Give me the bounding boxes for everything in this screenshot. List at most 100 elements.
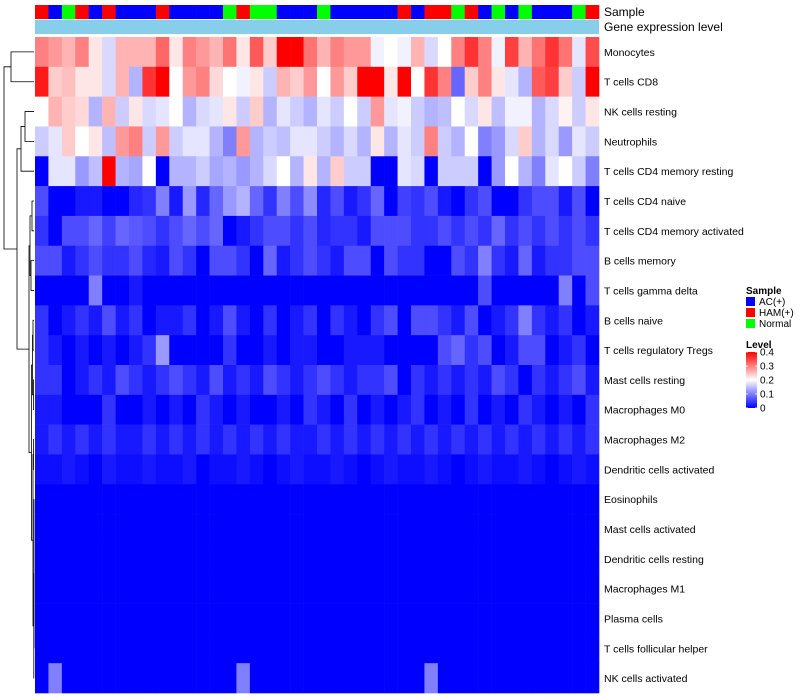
heatmap-cell [129, 394, 143, 425]
heatmap-cell [397, 484, 412, 515]
heatmap-cell [330, 126, 345, 157]
heatmap-cell [585, 335, 600, 366]
heatmap-cell [263, 394, 278, 425]
heatmap-cell [464, 245, 479, 276]
heatmap-cell [276, 603, 291, 634]
heatmap-cell [464, 454, 479, 485]
heatmap-cell [370, 394, 385, 425]
heatmap-cell [61, 663, 76, 694]
heatmap-cell [505, 454, 519, 485]
heatmap-cell [115, 543, 130, 575]
heatmap-cell [357, 484, 372, 515]
heatmap-cell [411, 245, 425, 276]
heatmap-cell [236, 573, 251, 604]
heatmap-cell [236, 454, 251, 485]
heatmap-cell [505, 633, 519, 664]
heatmap-cell [531, 603, 546, 634]
heatmap-cell [129, 335, 143, 366]
heatmap-cell [142, 365, 157, 396]
heatmap-cell [249, 573, 264, 604]
dendrogram-link [10, 51, 34, 83]
heatmap-cell [263, 275, 278, 306]
heatmap-cell [88, 215, 103, 247]
heatmap-cell [290, 275, 304, 306]
sample-legend-label: HAM(+) [759, 308, 794, 319]
heatmap-cell [545, 126, 560, 157]
heatmap-cell [370, 66, 385, 97]
heatmap-cell [518, 633, 533, 664]
row-label: NK cells activated [604, 673, 688, 685]
heatmap-cell [384, 335, 398, 366]
heatmap-cell [330, 245, 345, 276]
heatmap-cell [142, 66, 157, 97]
heatmap-cell [290, 663, 304, 694]
heatmap-cell [263, 37, 278, 68]
heatmap-cell [491, 365, 506, 396]
heatmap-cell [384, 365, 398, 396]
heatmap-cell [491, 573, 506, 604]
heatmap-cell [558, 126, 573, 157]
heatmap-cell [88, 484, 103, 515]
heatmap-cell [464, 573, 479, 604]
heatmap-cell [478, 603, 492, 634]
heatmap-cell [505, 663, 519, 694]
heatmap-cell [545, 215, 560, 247]
heatmap-cell [249, 633, 264, 664]
heatmap-cell [478, 514, 492, 545]
heatmap-cell [464, 126, 479, 157]
heatmap-cell [223, 335, 237, 366]
heatmap-cell [48, 37, 63, 68]
heatmap-cell [558, 573, 573, 604]
heatmap-cell [61, 305, 76, 336]
heatmap-cell [169, 603, 184, 634]
heatmap-cell [182, 543, 197, 575]
heatmap-cell [102, 633, 116, 664]
heatmap-cell [585, 365, 600, 396]
heatmap-cell [357, 156, 372, 187]
heatmap-cell [129, 215, 143, 247]
heatmap-cell [491, 335, 506, 366]
row-labels: Monocytes T cells CD8 NK cells resting Neut… [604, 47, 744, 685]
heatmap-cell [545, 96, 560, 127]
heatmap-cell [585, 394, 600, 425]
heatmap-cell [384, 126, 398, 157]
heatmap-cell [317, 305, 331, 336]
heatmap-cell [48, 96, 63, 127]
heatmap-cell [317, 66, 331, 97]
heatmap-cell [290, 215, 304, 247]
heatmap-cell [411, 603, 425, 634]
heatmap-cell [102, 663, 116, 694]
heatmap-cell [330, 603, 345, 634]
heatmap-cell [464, 186, 479, 217]
heatmap-cell [236, 394, 251, 425]
heatmap-cell [263, 215, 278, 247]
heatmap-cell [169, 156, 184, 187]
heatmap-cell [196, 365, 210, 396]
heatmap-cell [464, 335, 479, 366]
heatmap-cell [223, 663, 237, 694]
heatmap-cell [330, 305, 345, 336]
sample-annotation-cell [424, 5, 439, 19]
heatmap-cell [317, 275, 331, 306]
heatmap-cell [384, 543, 398, 575]
heatmap-cell [263, 96, 278, 127]
sample-annotation-cell [531, 5, 546, 19]
sample-annotation-cell [290, 5, 304, 19]
heatmap-cell [397, 245, 412, 276]
heatmap-cell [88, 335, 103, 366]
heatmap-cell [464, 275, 479, 306]
heatmap-cell [585, 633, 600, 664]
heatmap-cell [102, 454, 116, 485]
heatmap-cell [451, 663, 466, 694]
heatmap-cell [491, 394, 506, 425]
heatmap-cell [558, 603, 573, 634]
heatmap-cell [478, 37, 492, 68]
heatmap-cell [276, 37, 291, 68]
sample-annotation-cell [330, 5, 345, 19]
heatmap-cell [263, 245, 278, 276]
heatmap-cell [276, 424, 291, 455]
heatmap-cell [317, 96, 331, 127]
heatmap-cell [48, 663, 63, 694]
heatmap-cell [129, 245, 143, 276]
